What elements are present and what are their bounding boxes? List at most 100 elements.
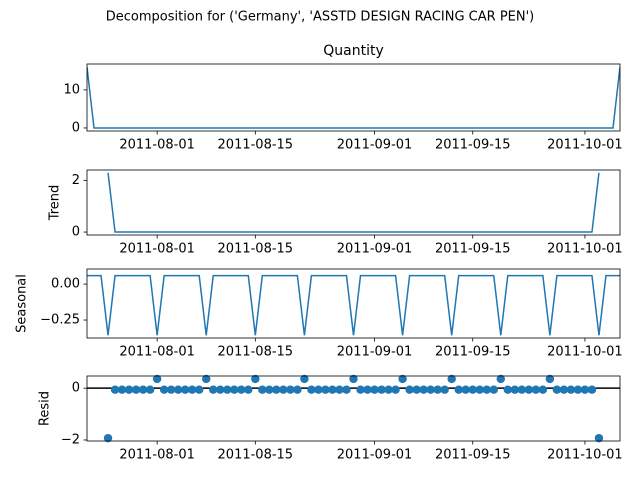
point	[272, 385, 281, 394]
figure-title: Decomposition for ('Germany', 'ASSTD DES…	[106, 10, 535, 25]
x-tick-label: 2011-08-15	[218, 448, 294, 463]
point	[384, 385, 393, 394]
point	[363, 385, 372, 394]
point	[117, 385, 127, 394]
point	[124, 385, 134, 394]
point	[216, 385, 225, 394]
point	[138, 385, 148, 394]
axes-frame	[86, 63, 621, 132]
x-tick-label: 2011-09-01	[337, 345, 413, 360]
point	[517, 385, 527, 394]
point	[524, 385, 534, 394]
point	[447, 374, 456, 384]
x-tick-label: 2011-10-01	[547, 448, 623, 463]
point	[314, 385, 323, 394]
point	[454, 385, 463, 394]
point	[152, 374, 162, 384]
y-tick-label: −2	[61, 432, 80, 447]
x-tick-label: 2011-09-15	[435, 138, 511, 153]
point	[552, 385, 562, 394]
series-line	[87, 66, 620, 129]
point	[538, 385, 548, 394]
x-tick-label: 2011-08-15	[218, 345, 294, 360]
point	[349, 374, 358, 384]
point	[173, 385, 183, 394]
point	[342, 385, 351, 394]
x-tick-label: 2011-08-01	[119, 345, 195, 360]
point	[503, 385, 512, 394]
point	[286, 385, 295, 394]
x-tick-label: 2011-09-01	[337, 138, 413, 153]
point	[566, 385, 576, 394]
point	[202, 374, 211, 384]
point	[145, 385, 155, 394]
y-tick-label: 2	[72, 173, 80, 188]
point	[103, 433, 113, 443]
axes-frame	[86, 169, 621, 236]
point	[356, 385, 365, 394]
point	[531, 385, 541, 394]
x-tick-label: 2011-10-01	[547, 345, 623, 360]
point	[195, 385, 204, 394]
point	[159, 385, 169, 394]
point	[377, 385, 386, 394]
point	[307, 385, 316, 394]
series-line	[107, 172, 600, 233]
point	[251, 374, 260, 384]
point	[180, 385, 190, 394]
point	[475, 385, 484, 394]
point	[187, 385, 197, 394]
point	[405, 385, 414, 394]
x-tick-label: 2011-08-15	[218, 242, 294, 257]
point	[398, 374, 407, 384]
point	[440, 385, 449, 394]
y-tick-label: −0.25	[40, 313, 80, 328]
y-axis-label: Resid	[38, 391, 53, 426]
x-tick-label: 2011-08-01	[119, 138, 195, 153]
point	[433, 385, 442, 394]
point	[230, 385, 239, 394]
point	[244, 385, 253, 394]
point	[489, 385, 498, 394]
point	[321, 385, 330, 394]
point	[468, 385, 477, 394]
axes-frame	[86, 375, 621, 442]
x-tick-label: 2011-09-01	[337, 448, 413, 463]
series-line	[87, 274, 620, 336]
point	[461, 385, 470, 394]
y-tick-label: 0	[72, 381, 80, 396]
point	[237, 385, 246, 394]
x-tick-label: 2011-10-01	[547, 242, 623, 257]
point	[300, 374, 309, 384]
x-tick-label: 2011-09-01	[337, 242, 413, 257]
point	[209, 385, 218, 394]
y-axis-label: Trend	[48, 185, 63, 222]
point	[587, 385, 597, 394]
point	[573, 385, 583, 394]
point	[328, 385, 337, 394]
x-tick-label: 2011-10-01	[547, 138, 623, 153]
point	[419, 385, 428, 394]
y-axis-label: Seasonal	[15, 274, 30, 333]
point	[370, 385, 379, 394]
x-tick-label: 2011-09-15	[435, 448, 511, 463]
point	[391, 385, 400, 394]
point	[258, 385, 267, 394]
point	[496, 374, 505, 384]
point	[265, 385, 274, 394]
x-tick-label: 2011-08-15	[218, 138, 294, 153]
x-tick-label: 2011-08-01	[119, 242, 195, 257]
y-tick-label: 10	[63, 82, 80, 97]
point	[110, 385, 120, 394]
point	[335, 385, 344, 394]
x-tick-label: 2011-09-15	[435, 345, 511, 360]
point	[559, 385, 569, 394]
point	[510, 385, 520, 394]
y-tick-label: 0	[72, 225, 80, 240]
subplot-title: Quantity	[323, 43, 384, 59]
point	[131, 385, 141, 394]
axes-frame	[86, 268, 621, 339]
